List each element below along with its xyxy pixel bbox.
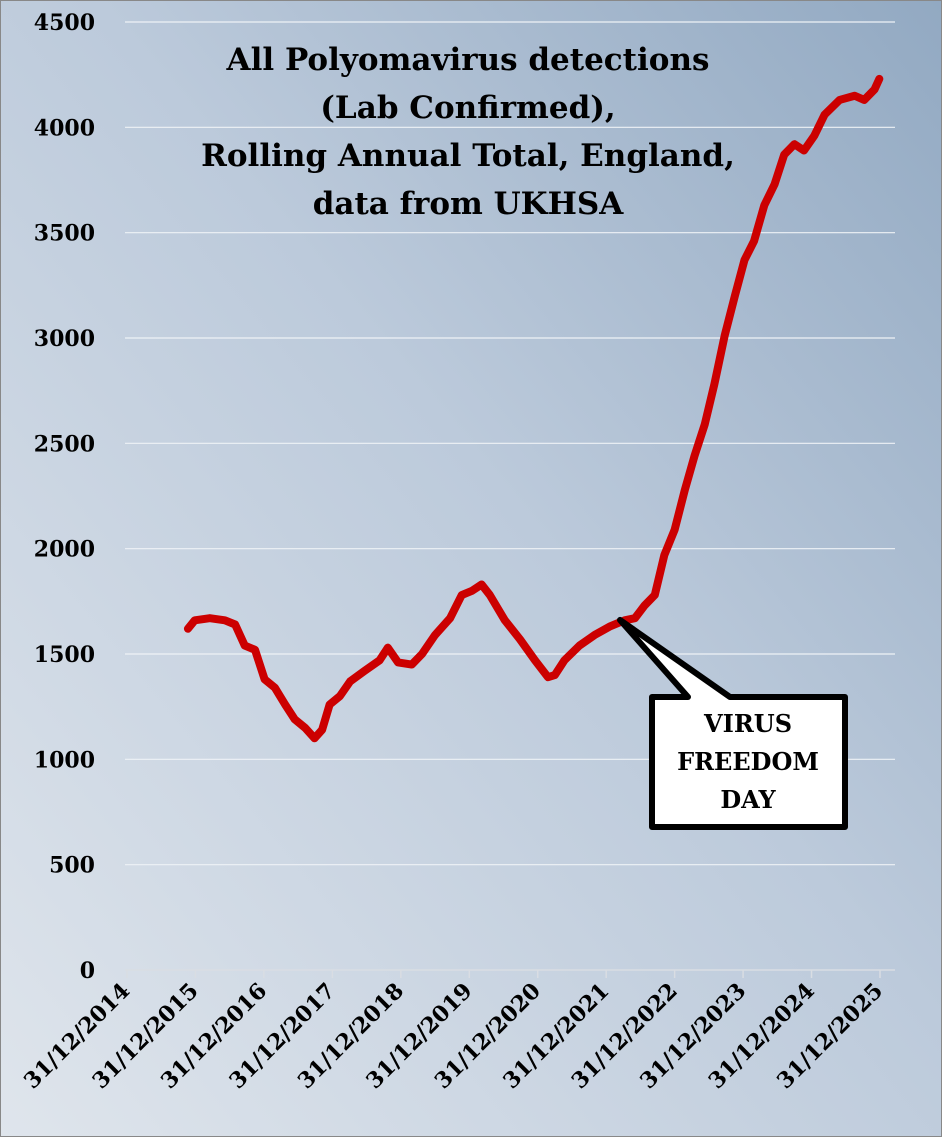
y-tick-label: 1500 [34, 642, 95, 668]
chart-title: All Polyomavirus detections [226, 42, 710, 78]
annotation-text: DAY [720, 785, 776, 814]
y-tick-label: 2500 [34, 431, 95, 457]
y-tick-label: 2000 [34, 537, 95, 563]
grid [125, 21, 895, 978]
data-line [183, 74, 884, 743]
plot [183, 74, 884, 743]
chart-title: (Lab Confirmed), [320, 90, 615, 126]
y-tick-label: 0 [80, 958, 95, 984]
y-tick-label: 4000 [34, 115, 95, 141]
y-tick-label: 1000 [34, 747, 95, 773]
callout-box [617, 617, 848, 830]
y-tick-label: 4500 [34, 10, 95, 36]
annotation-text: FREEDOM [677, 747, 819, 776]
y-tick-label: 3500 [34, 221, 95, 247]
y-tick-label: 500 [49, 853, 95, 879]
annotation-text: VIRUS [703, 709, 792, 738]
chart-title: data from UKHSA [313, 186, 625, 222]
y-tick-label: 3000 [34, 326, 95, 352]
chart-title: Rolling Annual Total, England, [201, 138, 735, 174]
